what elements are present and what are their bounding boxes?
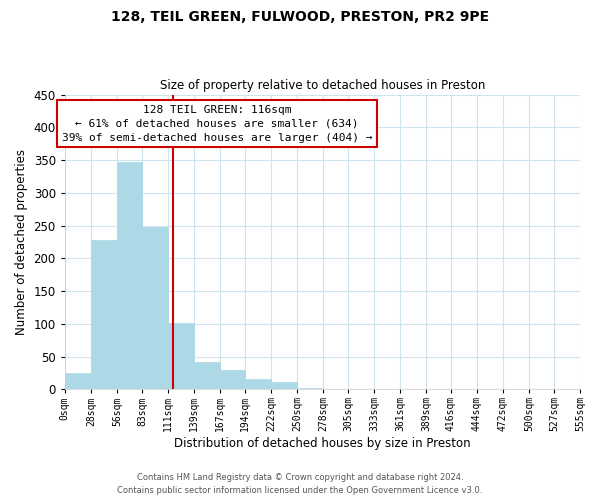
Bar xyxy=(117,162,142,389)
Bar xyxy=(554,388,580,389)
Bar xyxy=(271,382,297,389)
Bar xyxy=(220,370,245,389)
Bar xyxy=(168,323,194,389)
Text: Contains HM Land Registry data © Crown copyright and database right 2024.
Contai: Contains HM Land Registry data © Crown c… xyxy=(118,474,482,495)
Title: Size of property relative to detached houses in Preston: Size of property relative to detached ho… xyxy=(160,79,485,92)
Text: 128 TEIL GREEN: 116sqm
← 61% of detached houses are smaller (634)
39% of semi-de: 128 TEIL GREEN: 116sqm ← 61% of detached… xyxy=(62,105,372,143)
Y-axis label: Number of detached properties: Number of detached properties xyxy=(15,149,28,335)
Bar xyxy=(297,388,323,389)
Bar xyxy=(142,227,168,389)
Bar xyxy=(91,240,117,389)
Bar xyxy=(65,373,91,389)
Text: 128, TEIL GREEN, FULWOOD, PRESTON, PR2 9PE: 128, TEIL GREEN, FULWOOD, PRESTON, PR2 9… xyxy=(111,10,489,24)
Bar xyxy=(245,379,271,389)
Bar xyxy=(194,362,220,389)
X-axis label: Distribution of detached houses by size in Preston: Distribution of detached houses by size … xyxy=(174,437,471,450)
